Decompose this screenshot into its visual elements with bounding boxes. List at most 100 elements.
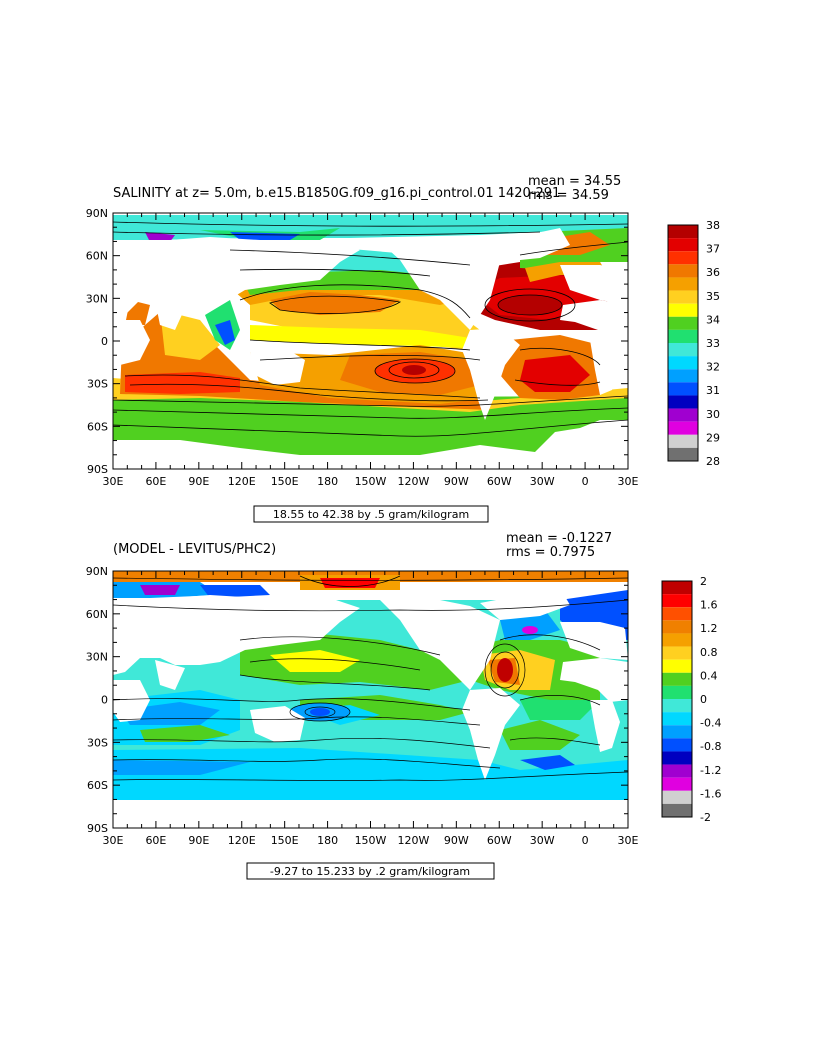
x-tick-label: 60W xyxy=(487,475,512,488)
y-tick-label: 0 xyxy=(101,335,108,348)
salinity-range-label: 18.55 to 42.38 by .5 gram/kilogram xyxy=(273,508,469,521)
colorbar-label: 33 xyxy=(706,337,720,350)
difference-x-tick-labels: 30E 60E 90E 120E 150E 180 150W 120W 90W 60W 30W 0 30… xyxy=(103,834,639,847)
colorbar-swatch xyxy=(662,764,692,778)
x-tick-label: 180 xyxy=(317,475,338,488)
x-tick-label: 30W xyxy=(530,475,555,488)
salinity-panel: SALINITY at z= 5.0m, b.e15.B1850G.f09_g1… xyxy=(86,174,720,523)
colorbar-label: -0.8 xyxy=(700,740,721,753)
colorbar-swatch xyxy=(662,607,692,621)
difference-map xyxy=(113,571,628,828)
colorbar-frame xyxy=(667,224,699,462)
colorbar-label: 37 xyxy=(706,243,720,256)
colorbar-label: 28 xyxy=(706,455,720,468)
land-mask xyxy=(113,228,628,469)
colorbar-swatch xyxy=(662,646,692,660)
colorbar-label: 38 xyxy=(706,219,720,232)
x-tick-label: 60W xyxy=(487,834,512,847)
colorbar-label: -2 xyxy=(700,811,711,824)
colorbar-swatch xyxy=(662,712,692,726)
colorbar-swatch xyxy=(668,369,698,383)
x-tick-label: 120W xyxy=(397,475,429,488)
x-tick-label: 0 xyxy=(582,834,589,847)
y-tick-label: 60N xyxy=(86,608,108,621)
salinity-map xyxy=(113,213,628,469)
colorbar-label: -0.4 xyxy=(700,717,721,730)
y-tick-label: 60N xyxy=(86,250,108,263)
x-tick-label: 150W xyxy=(355,475,387,488)
difference-mean: mean = -0.1227 xyxy=(506,531,612,546)
colorbar-label: 36 xyxy=(706,266,720,279)
colorbar-swatch xyxy=(662,751,692,765)
difference-title: (MODEL - LEVITUS/PHC2) xyxy=(113,542,276,557)
colorbar-swatch xyxy=(662,699,692,713)
colorbar-swatch xyxy=(662,672,692,686)
salinity-x-tick-labels: 30E 60E 90E 120E 150E 180 150W 120W 90W 60W 30W 0 30… xyxy=(103,475,639,488)
y-tick-label: 30N xyxy=(86,292,108,305)
x-tick-label: 30W xyxy=(530,834,555,847)
colorbar-swatch xyxy=(668,277,698,291)
colorbar-swatch xyxy=(662,790,692,804)
x-tick-label: 90W xyxy=(444,475,469,488)
y-tick-label: 30S xyxy=(87,736,108,749)
y-tick-label: 30N xyxy=(86,651,108,664)
x-tick-label: 90E xyxy=(188,834,209,847)
colorbar-swatch xyxy=(662,633,692,647)
x-tick-label: 120E xyxy=(228,834,256,847)
colorbar-label: 0 xyxy=(700,693,707,706)
x-tick-label: 150E xyxy=(271,475,299,488)
x-tick-label: 90E xyxy=(188,475,209,488)
difference-rms: rms = 0.7975 xyxy=(506,545,595,560)
y-tick-label: 90S xyxy=(87,822,108,835)
salinity-range-box xyxy=(253,505,489,523)
colorbar-swatch xyxy=(662,725,692,739)
colorbar-label: 1.2 xyxy=(700,622,718,635)
salinity-colorbar: 38 37 36 35 34 33 32 31 30 29 28 xyxy=(667,219,720,468)
colorbar-label: 2 xyxy=(700,575,707,588)
y-tick-label: 60S xyxy=(87,420,108,433)
colorbar-label: -1.2 xyxy=(700,764,721,777)
colorbar-swatch xyxy=(668,421,698,435)
y-tick-label: 30S xyxy=(87,378,108,391)
colorbar-swatch xyxy=(662,777,692,791)
colorbar-swatch xyxy=(668,395,698,409)
x-tick-label: 60E xyxy=(145,834,166,847)
colorbar-swatch xyxy=(662,685,692,699)
salinity-rms: rms = 34.59 xyxy=(528,188,609,203)
colorbar-label: 1.6 xyxy=(700,599,718,612)
x-tick-label: 150W xyxy=(355,834,387,847)
salinity-mean: mean = 34.55 xyxy=(528,174,621,189)
colorbar-swatch xyxy=(668,264,698,278)
colorbar-swatch xyxy=(668,343,698,357)
y-tick-label: 0 xyxy=(101,694,108,707)
colorbar-swatch xyxy=(668,356,698,370)
colorbar-label: 30 xyxy=(706,408,720,421)
colorbar-label: 29 xyxy=(706,431,720,444)
colorbar-label: 34 xyxy=(706,313,720,326)
y-tick-label: 90S xyxy=(87,463,108,476)
x-tick-label: 30E xyxy=(618,834,639,847)
colorbar-swatch xyxy=(662,659,692,673)
colorbar-swatch xyxy=(662,581,692,595)
colorbar-swatch xyxy=(662,620,692,634)
salinity-title: SALINITY at z= 5.0m, b.e15.B1850G.f09_g1… xyxy=(113,186,560,201)
colorbar-label: -1.6 xyxy=(700,787,721,800)
colorbar-label: 0.8 xyxy=(700,646,718,659)
difference-panel: (MODEL - LEVITUS/PHC2) mean = -0.1227 rm… xyxy=(86,531,721,880)
x-tick-label: 150E xyxy=(271,834,299,847)
colorbar-swatch xyxy=(662,738,692,752)
x-tick-label: 30E xyxy=(618,475,639,488)
x-tick-label: 120E xyxy=(228,475,256,488)
colorbar-swatch xyxy=(668,434,698,448)
colorbar-swatch xyxy=(668,303,698,317)
colorbar-swatch xyxy=(668,408,698,422)
salinity-ticks xyxy=(112,212,629,470)
colorbar-label: 35 xyxy=(706,290,720,303)
y-tick-label: 60S xyxy=(87,779,108,792)
colorbar-swatch xyxy=(668,225,698,239)
x-tick-label: 0 xyxy=(582,475,589,488)
difference-range-box xyxy=(246,862,495,880)
colorbar-swatch xyxy=(668,447,698,461)
difference-range-label: -9.27 to 15.233 by .2 gram/kilogram xyxy=(270,865,470,878)
